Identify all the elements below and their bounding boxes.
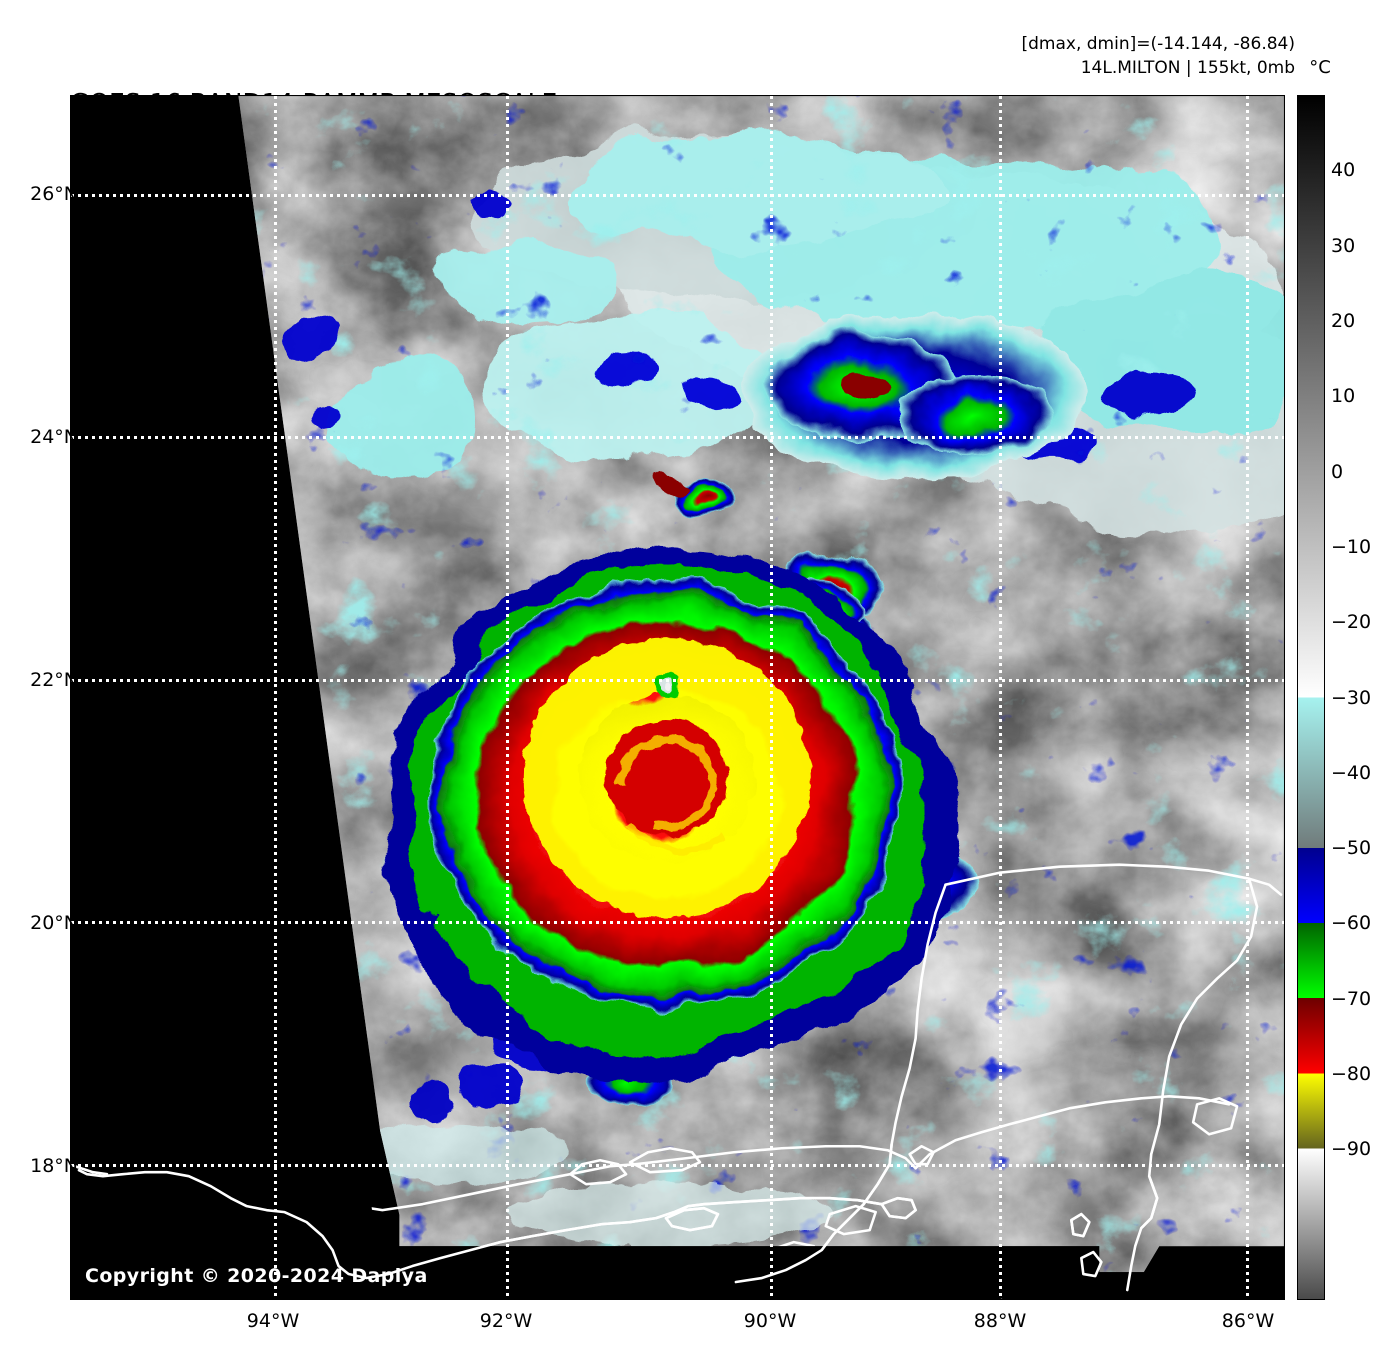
colorbar-tick-minus20: −20	[1331, 611, 1372, 634]
colorbar-tick-minus90: −90	[1331, 1138, 1372, 1161]
satellite-image-plot[interactable]: Copyright © 2020-2024 Dapiya	[70, 95, 1285, 1300]
xtick-94W: 94°W	[246, 1310, 300, 1332]
hurricane-milton-cdo	[380, 550, 959, 1079]
storm-info-label: 14L.MILTON | 155kt, 0mb	[1080, 58, 1295, 78]
colorbar-unit-label: °C	[1309, 57, 1331, 78]
colorbar-tick-minus30: −30	[1331, 686, 1372, 709]
colorbar-tick-40: 40	[1331, 159, 1356, 182]
colorbar-tick-minus50: −50	[1331, 837, 1372, 860]
dmax-dmin-label: [dmax, dmin]=(-14.144, -86.84)	[1021, 34, 1296, 54]
figure-metadata-block: [dmax, dmin]=(-14.144, -86.84) 14L.MILTO…	[1022, 32, 1296, 80]
satellite-imagery	[71, 96, 1284, 1299]
ne-convective-cluster	[740, 314, 1089, 478]
xtick-88W: 88°W	[973, 1310, 1027, 1332]
colorbar-tick-minus10: −10	[1331, 535, 1372, 558]
colorbar-gradient[interactable]	[1297, 95, 1325, 1300]
xtick-92W: 92°W	[479, 1310, 533, 1332]
copyright-label: Copyright © 2020-2024 Dapiya	[85, 1265, 428, 1287]
colorbar-tick-0: 0	[1331, 460, 1344, 483]
xtick-86W: 86°W	[1221, 1310, 1275, 1332]
coastline-over-mask	[73, 1142, 1159, 1299]
ytick-24N: 24°N	[30, 426, 78, 448]
ytick-26N: 26°N	[30, 183, 78, 205]
colorbar-tick-30: 30	[1331, 234, 1356, 257]
ytick-18N: 18°N	[30, 1155, 78, 1177]
colorbar-tick-minus60: −60	[1331, 912, 1372, 935]
colorbar-tick-minus70: −70	[1331, 987, 1372, 1010]
colorbar-tick-minus80: −80	[1331, 1063, 1372, 1086]
colorbar[interactable]: °C 40 30 20 10 0 −10 −20 −30 −40 −50 −60 −70 −80 −90	[1297, 57, 1387, 1300]
colorbar-tick-10: 10	[1331, 385, 1356, 408]
ytick-22N: 22°N	[30, 669, 78, 691]
colorbar-tick-minus40: −40	[1331, 761, 1372, 784]
ytick-20N: 20°N	[30, 912, 78, 934]
xtick-90W: 90°W	[743, 1310, 797, 1332]
nodata-mask	[71, 96, 1284, 1299]
colorbar-tick-20: 20	[1331, 309, 1356, 332]
